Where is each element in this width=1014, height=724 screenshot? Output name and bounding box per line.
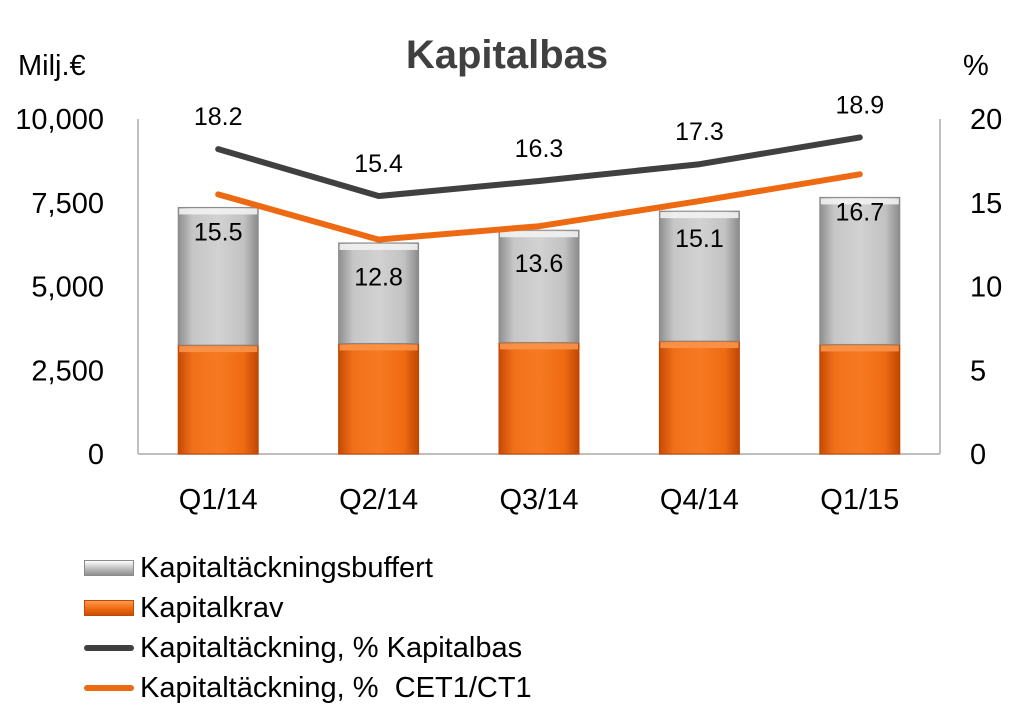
bars xyxy=(177,196,901,455)
category-label: Q1/14 xyxy=(179,484,258,516)
bar-kapitalkrav xyxy=(177,344,259,455)
bar-bevel xyxy=(820,345,899,352)
category-label: Q3/14 xyxy=(500,484,579,516)
bar-bevel xyxy=(339,243,418,250)
bar-bevel xyxy=(660,212,739,219)
chart: Kapitalbas Milj.€ % 0 2,500 5,000 7,500 10,0… xyxy=(15,33,1002,516)
category-label: Q1/15 xyxy=(820,484,899,516)
bar-bevel xyxy=(660,342,739,349)
data-label-cet1-ratio: 15.1 xyxy=(675,225,724,253)
legend-item-total-ratio: Kapitaltäckning, % Kapitalbas xyxy=(84,628,532,668)
bar-kapitalt-ckningsbuffert xyxy=(498,229,580,343)
left-axis-unit: Milj.€ xyxy=(18,50,86,82)
legend-label-buffer: Kapitaltäckningsbuffert xyxy=(140,551,433,584)
bar-kapitalkrav xyxy=(338,342,420,455)
bar-bevel xyxy=(500,231,578,238)
data-label-cet1-ratio: 15.5 xyxy=(194,218,243,246)
bar-bevel xyxy=(339,344,418,351)
category-labels: Q1/14 Q2/14 Q3/14 Q4/14 Q1/15 xyxy=(179,484,900,516)
left-tick-label: 10,000 xyxy=(15,104,104,136)
legend-label-requirement: Kapitalkrav xyxy=(140,591,284,624)
data-label-total-ratio: 17.3 xyxy=(675,118,724,146)
right-tick-label: 15 xyxy=(970,188,1002,220)
bar-kapitalt-ckningsbuffert xyxy=(177,206,259,346)
legend-item-buffer: Kapitaltäckningsbuffert xyxy=(84,548,532,588)
bar-kapitalt-ckningsbuffert xyxy=(819,196,901,345)
data-label-total-ratio: 18.2 xyxy=(194,103,243,131)
legend: Kapitaltäckningsbuffert Kapitalkrav Kapi… xyxy=(84,548,532,708)
right-tick-label: 10 xyxy=(970,272,1002,304)
data-labels: 18.2 15.4 16.3 17.3 18.9 15.5 12.8 13.6 15.1 16.7 xyxy=(194,91,884,291)
legend-label-cet1-ratio: Kapitaltäckning, % CET1/CT1 xyxy=(140,671,532,704)
legend-label-total-ratio: Kapitaltäckning, % Kapitalbas xyxy=(140,631,523,664)
bar-bevel xyxy=(179,346,258,353)
right-tick-label: 20 xyxy=(970,104,1002,136)
lines xyxy=(215,134,863,243)
right-tick-label: 5 xyxy=(970,355,986,387)
bar-kapitalt-ckningsbuffert xyxy=(658,210,740,342)
legend-item-requirement: Kapitalkrav xyxy=(84,588,532,628)
legend-swatch-cet1-ratio xyxy=(84,685,134,691)
legend-swatch-total-ratio xyxy=(84,645,134,651)
left-tick-label: 7,500 xyxy=(31,188,104,220)
bar-bevel xyxy=(179,208,258,215)
left-tick-label: 2,500 xyxy=(31,355,104,387)
legend-item-cet1-ratio: Kapitaltäckning, % CET1/CT1 xyxy=(84,668,532,708)
data-label-total-ratio: 15.4 xyxy=(354,150,403,178)
legend-swatch-requirement xyxy=(84,600,134,616)
right-axis-unit: % xyxy=(963,50,989,82)
line-kapitalt-ckning-kapitalbas xyxy=(215,134,863,200)
right-tick-label: 0 xyxy=(970,439,986,471)
chart-title: Kapitalbas xyxy=(406,33,608,77)
left-tick-label: 5,000 xyxy=(31,272,104,304)
category-label: Q4/14 xyxy=(660,484,739,516)
bar-kapitalkrav xyxy=(498,341,580,455)
bar-kapitalt-ckningsbuffert xyxy=(338,242,420,344)
bar-bevel xyxy=(820,198,899,205)
left-axis-ticks: 0 2,500 5,000 7,500 10,000 xyxy=(15,104,104,471)
legend-swatch-buffer xyxy=(84,560,134,576)
bar-kapitalkrav xyxy=(658,340,740,455)
right-axis-ticks: 0 5 10 15 20 xyxy=(970,104,1002,471)
data-label-total-ratio: 16.3 xyxy=(515,135,564,163)
data-label-cet1-ratio: 13.6 xyxy=(515,250,564,278)
left-tick-label: 0 xyxy=(88,439,104,471)
bar-kapitalkrav xyxy=(819,343,901,455)
category-label: Q2/14 xyxy=(339,484,418,516)
data-label-total-ratio: 18.9 xyxy=(835,91,884,119)
bar-bevel xyxy=(500,343,578,350)
line-kapitalt-ckning-cet1-ct1 xyxy=(215,171,863,243)
data-label-cet1-ratio: 16.7 xyxy=(835,198,884,226)
data-label-cet1-ratio: 12.8 xyxy=(354,264,403,292)
